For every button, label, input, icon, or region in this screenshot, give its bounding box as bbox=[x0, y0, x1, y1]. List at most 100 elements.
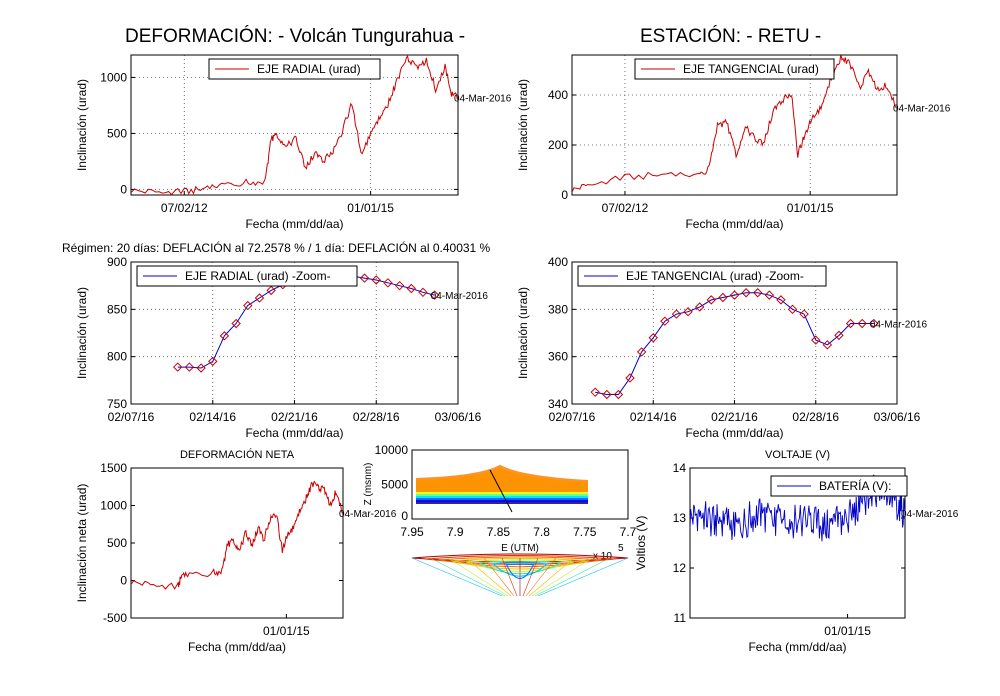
x-tick-label: 01/01/15 bbox=[787, 201, 834, 215]
y-tick-label: 12 bbox=[673, 561, 687, 575]
data-marker bbox=[196, 363, 206, 373]
data-marker bbox=[706, 295, 716, 305]
series-line bbox=[595, 292, 874, 395]
y-tick-label: 380 bbox=[548, 302, 568, 316]
x-axis-label: Fecha (mm/dd/aa) bbox=[685, 217, 783, 231]
series-line bbox=[177, 273, 435, 369]
mesh-line bbox=[537, 557, 629, 597]
z-tick-label: 0 bbox=[401, 509, 408, 523]
x-tick-label: 7.75 bbox=[573, 525, 597, 539]
data-marker bbox=[683, 306, 693, 317]
mesh-line bbox=[525, 557, 557, 597]
data-marker bbox=[648, 333, 658, 343]
x-axis-label: Fecha (mm/dd/aa) bbox=[188, 640, 286, 654]
series-line bbox=[131, 480, 343, 590]
y-axis-label: Z (msnm) bbox=[363, 463, 374, 506]
chart-surface-3d: 0 5000 10000 7.95 7.9 7.85 7.8 7.75 7.7 E (UTM) Z … bbox=[363, 443, 637, 597]
x-tick-label: 02/07/16 bbox=[108, 410, 155, 424]
axes-frame bbox=[571, 54, 898, 196]
end-date-label: 04-Mar-2016 bbox=[431, 291, 489, 302]
x-tick-label: 02/21/16 bbox=[711, 410, 758, 424]
legend-label: EJE TANGENCIAL (urad) -Zoom- bbox=[626, 269, 804, 283]
y-tick-label: 0 bbox=[120, 574, 127, 588]
legend-label: EJE RADIAL (urad) bbox=[257, 62, 361, 76]
y-tick-label: 11 bbox=[674, 611, 687, 625]
vent-line bbox=[489, 469, 513, 513]
x-tick-label: 7.7 bbox=[620, 525, 637, 539]
legend-box bbox=[208, 58, 381, 80]
y-tick-label: 500 bbox=[107, 126, 127, 140]
data-marker bbox=[184, 362, 195, 372]
data-marker bbox=[394, 280, 405, 291]
y-tick-label: 800 bbox=[107, 350, 127, 364]
chart-voltaje: 11 12 13 14 01/01/15 Fecha (mm/dd/aa) Voltios … bbox=[634, 449, 959, 654]
x-tick-label: 7.95 bbox=[400, 525, 424, 539]
x-tick-label: 07/02/12 bbox=[161, 201, 208, 215]
mesh-surface bbox=[411, 553, 629, 597]
data-marker bbox=[406, 283, 416, 294]
mesh-line bbox=[483, 557, 515, 597]
chart-tangential-zoom: 340 360 380 400 02/07/16 02/14/16 02/21/16 02/2… bbox=[516, 255, 927, 440]
x-tick-label: 01/01/15 bbox=[824, 624, 871, 638]
data-marker bbox=[671, 309, 682, 319]
data-marker bbox=[729, 290, 740, 300]
mesh-ring bbox=[465, 559, 575, 572]
x-tick-label: 01/01/15 bbox=[263, 624, 310, 638]
y-tick-label: 14 bbox=[673, 461, 687, 475]
data-marker bbox=[857, 318, 867, 329]
data-marker bbox=[787, 304, 798, 315]
data-marker bbox=[776, 295, 786, 305]
x-tick-label: 02/21/16 bbox=[271, 410, 318, 424]
data-marker bbox=[371, 275, 381, 285]
mesh-line bbox=[534, 557, 611, 597]
x-tick-label: 02/28/16 bbox=[792, 410, 839, 424]
suptitle-right: ESTACIÓN: - RETU - bbox=[640, 25, 821, 47]
y-axis-label: Inclinación (urad) bbox=[75, 79, 89, 171]
regimen-text: Régimen: 20 días: DEFLACIÓN al 72.2578 %… bbox=[62, 240, 491, 255]
y-tick-label: 1500 bbox=[100, 461, 127, 475]
y-tick-label: 0 bbox=[561, 188, 568, 202]
legend-label: EJE RADIAL (urad) -Zoom- bbox=[185, 269, 331, 283]
data-marker bbox=[602, 389, 612, 400]
chart-title: VOLTAJE (V) bbox=[765, 449, 830, 461]
axes-frame bbox=[689, 467, 906, 619]
data-marker bbox=[753, 288, 763, 298]
x-tick-label: 03/06/16 bbox=[435, 410, 482, 424]
mesh-ring bbox=[505, 563, 535, 579]
y-tick-label: 200 bbox=[548, 138, 568, 152]
mesh-line bbox=[528, 557, 575, 597]
data-marker bbox=[219, 331, 230, 341]
x-axis-label: Fecha (mm/dd/aa) bbox=[748, 640, 846, 654]
y-tick-label: 750 bbox=[107, 397, 127, 411]
series-line bbox=[690, 474, 905, 542]
end-date-label: 04-Mar-2016 bbox=[901, 509, 959, 520]
y-axis-label: Inclinación (urad) bbox=[516, 79, 530, 171]
mesh-line bbox=[429, 557, 506, 597]
data-marker bbox=[741, 288, 751, 298]
mesh-ring bbox=[438, 556, 602, 568]
y-axis-label: Inclinación (urad) bbox=[75, 287, 89, 379]
suptitle-left: DEFORMACIÓN: - Volcán Tungurahua - bbox=[125, 25, 465, 47]
data-marker bbox=[636, 347, 647, 357]
x-multiplier-exponent: 5 bbox=[618, 543, 624, 554]
end-date-label: 04-Mar-2016 bbox=[893, 104, 951, 115]
x-tick-label: 03/06/16 bbox=[874, 410, 921, 424]
data-marker bbox=[660, 316, 670, 326]
data-marker bbox=[173, 362, 183, 372]
chart-title: DEFORMACIÓN NETA bbox=[180, 448, 295, 461]
data-marker bbox=[845, 318, 856, 329]
data-marker bbox=[359, 273, 370, 283]
axes-frame bbox=[130, 467, 344, 619]
chart-radial: 0 500 1000 07/02/12 01/01/15 Fecha (mm/dd/aa)… bbox=[75, 54, 512, 231]
chart-tangential: 0 200 400 07/02/12 01/01/15 Fecha (mm/dd/aa) I… bbox=[516, 54, 951, 231]
x-tick-label: 02/14/16 bbox=[189, 410, 236, 424]
data-marker bbox=[811, 335, 821, 345]
mesh-line bbox=[465, 557, 512, 597]
y-tick-label: 0 bbox=[120, 182, 127, 196]
y-tick-label: -500 bbox=[103, 611, 127, 625]
data-marker bbox=[834, 330, 844, 341]
x-tick-label: 02/28/16 bbox=[353, 410, 400, 424]
data-marker bbox=[625, 373, 635, 383]
series-line bbox=[572, 55, 897, 193]
